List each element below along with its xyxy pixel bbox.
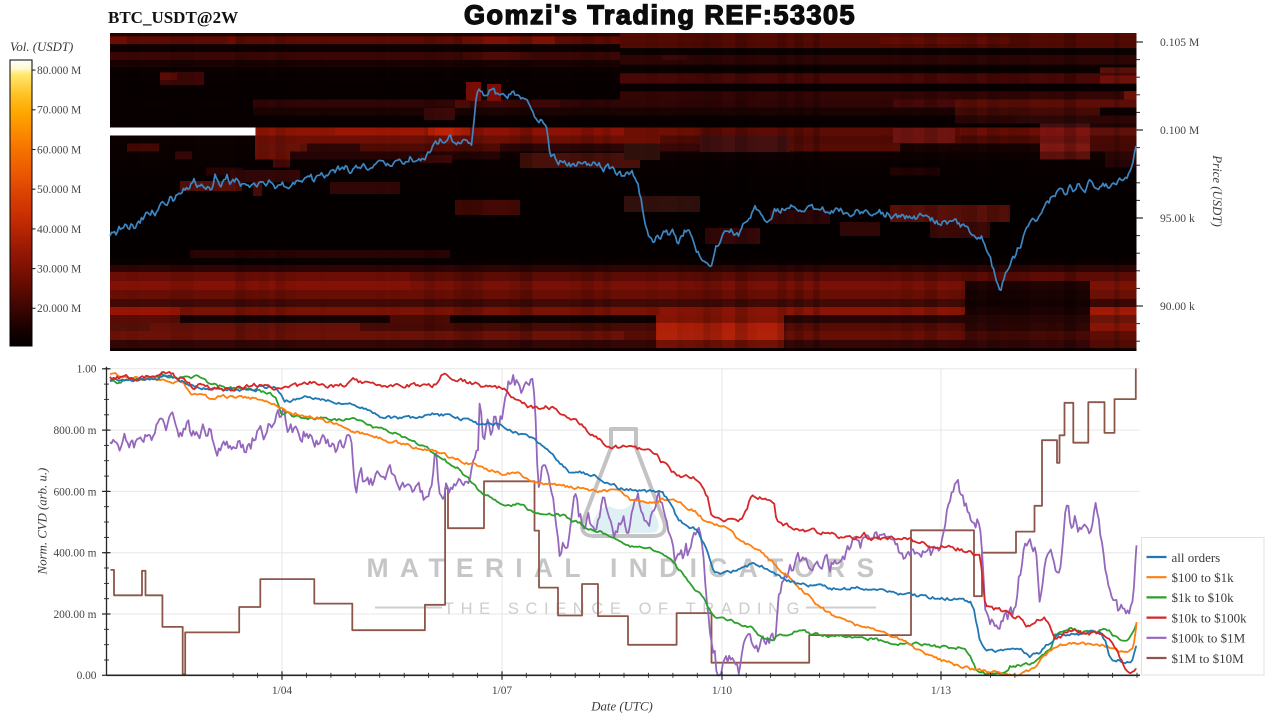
svg-text:60.000 M: 60.000 M bbox=[37, 144, 81, 156]
svg-text:Gomzi's Trading REF:53305: Gomzi's Trading REF:53305 bbox=[464, 0, 856, 30]
svg-text:Vol. (USDT): Vol. (USDT) bbox=[10, 40, 73, 54]
svg-text:0.100 M: 0.100 M bbox=[1160, 124, 1199, 137]
svg-text:Date (UTC): Date (UTC) bbox=[590, 700, 653, 714]
svg-text:Price (USDT): Price (USDT) bbox=[1210, 154, 1224, 226]
svg-text:0.105 M: 0.105 M bbox=[1160, 36, 1199, 49]
svg-text:400.00 m: 400.00 m bbox=[53, 548, 96, 560]
svg-text:70.000 M: 70.000 M bbox=[37, 105, 81, 117]
svg-text:BTC_USDT@2W: BTC_USDT@2W bbox=[108, 8, 238, 27]
svg-text:90.00 k: 90.00 k bbox=[1160, 300, 1195, 313]
svg-text:$1k to $10k: $1k to $10k bbox=[1172, 590, 1235, 605]
svg-text:$100k to $1M: $100k to $1M bbox=[1172, 631, 1246, 646]
svg-text:1/10: 1/10 bbox=[712, 685, 733, 697]
svg-text:200.00 m: 200.00 m bbox=[53, 609, 96, 621]
svg-text:80.000 M: 80.000 M bbox=[37, 65, 81, 77]
svg-text:40.000 M: 40.000 M bbox=[37, 224, 81, 236]
svg-text:1/07: 1/07 bbox=[492, 685, 513, 697]
svg-text:$100 to $1k: $100 to $1k bbox=[1172, 570, 1235, 585]
svg-text:$1M to $10M: $1M to $10M bbox=[1172, 651, 1245, 666]
svg-text:1.00: 1.00 bbox=[77, 364, 97, 376]
svg-text:30.000 M: 30.000 M bbox=[37, 264, 81, 276]
svg-text:Norm. CVD (arb. u.): Norm. CVD (arb. u.) bbox=[36, 468, 50, 576]
svg-text:95.00 k: 95.00 k bbox=[1160, 212, 1195, 225]
svg-text:50.000 M: 50.000 M bbox=[37, 184, 81, 196]
svg-text:1/04: 1/04 bbox=[272, 685, 293, 697]
svg-text:800.00 m: 800.00 m bbox=[53, 425, 96, 437]
svg-text:all orders: all orders bbox=[1172, 550, 1221, 565]
svg-text:600.00 m: 600.00 m bbox=[53, 486, 96, 498]
svg-text:1/13: 1/13 bbox=[931, 685, 952, 697]
svg-text:20.000 M: 20.000 M bbox=[37, 303, 81, 315]
svg-text:0.00: 0.00 bbox=[77, 670, 97, 682]
svg-text:$10k to $100k: $10k to $100k bbox=[1172, 610, 1248, 625]
